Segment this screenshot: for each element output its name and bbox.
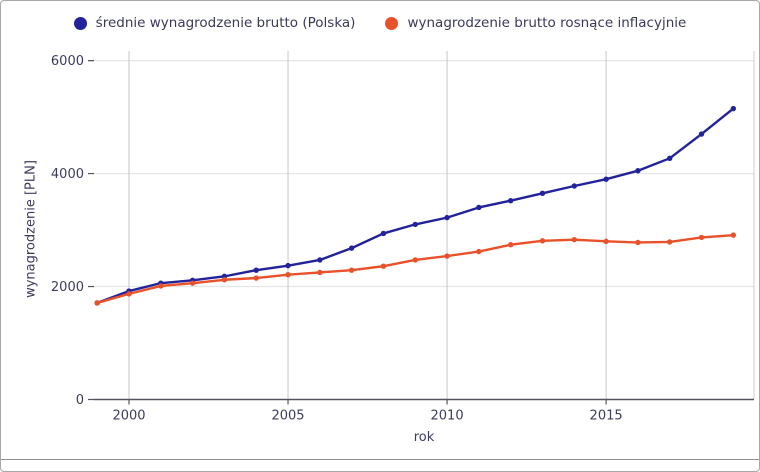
series-0-point-2007 [348, 245, 355, 251]
x-axis-title: rok [413, 430, 435, 445]
series-0-point-2016 [635, 168, 641, 174]
series-1-point-2001 [158, 283, 164, 289]
series-0-point-2012 [507, 197, 514, 204]
legend-label-series-0: średnie wynagrodzenie brutto (Polska) [95, 15, 356, 31]
legend-item-series-1[interactable]: wynagrodzenie brutto rosnące inflacyjnie [385, 15, 686, 31]
series-1-point-2010 [444, 253, 450, 259]
series-1-point-2016 [635, 239, 641, 246]
series-0-dot-icon [73, 16, 87, 30]
series-0-point-2011 [476, 204, 482, 211]
series-0-point-2008 [380, 230, 387, 237]
y-axis-title: wynagrodzenie [PLN] [23, 160, 39, 298]
legend-label-series-1: wynagrodzenie brutto rosnące inflacyjnie [407, 15, 687, 31]
series-1-point-2009 [412, 257, 418, 263]
series-0-point-2005 [285, 262, 291, 269]
y-tick-label-6000: 6000 [51, 54, 84, 69]
legend: średnie wynagrodzenie brutto (Polska) wy… [1, 15, 759, 31]
x-tick-label-2005: 2005 [271, 409, 304, 424]
y-tick-label-4000: 4000 [51, 167, 84, 182]
series-0-point-2009 [412, 221, 418, 228]
series-0-point-2019 [730, 105, 737, 112]
series-1-point-1999 [94, 300, 100, 306]
series-1-point-2002 [189, 280, 196, 286]
series-0-point-2004 [253, 267, 259, 273]
series-1-point-2019 [730, 232, 737, 238]
series-1-point-2015 [603, 238, 609, 245]
x-tick-label-2000: 2000 [112, 409, 145, 424]
series-1-dot-icon [385, 16, 399, 30]
series-1-point-2008 [380, 263, 387, 269]
series-0-point-2010 [444, 214, 450, 221]
y-tick-label-0: 0 [76, 393, 84, 408]
series-1-point-2004 [253, 275, 259, 281]
series-0-point-2014 [571, 183, 577, 189]
series-1-point-2017 [667, 239, 673, 245]
legend-item-series-0[interactable]: średnie wynagrodzenie brutto (Polska) [73, 15, 356, 31]
bottom-divider [1, 459, 759, 460]
x-tick-label-2015: 2015 [590, 409, 623, 424]
x-tick-label-2010: 2010 [431, 409, 464, 424]
series-0-point-2018 [698, 131, 705, 137]
series-0-line [96, 107, 735, 305]
series-1-point-2007 [348, 267, 355, 273]
series-1-point-2006 [317, 269, 323, 276]
y-tick-label-2000: 2000 [51, 280, 84, 295]
series-1-point-2012 [507, 242, 514, 248]
series-1-line [96, 233, 734, 305]
series-1-point-2000 [126, 291, 132, 297]
series-0-point-2015 [603, 176, 609, 182]
series-1-point-2011 [476, 248, 482, 255]
series-1-point-2013 [539, 238, 546, 244]
series-1-point-2003 [221, 277, 228, 283]
series-0-point-2017 [667, 155, 673, 162]
series-0-point-2013 [539, 190, 546, 197]
series-1-point-2018 [698, 234, 705, 241]
series-1-point-2014 [571, 236, 577, 243]
series-1-point-2005 [285, 271, 291, 278]
series-0-point-2006 [317, 257, 323, 263]
